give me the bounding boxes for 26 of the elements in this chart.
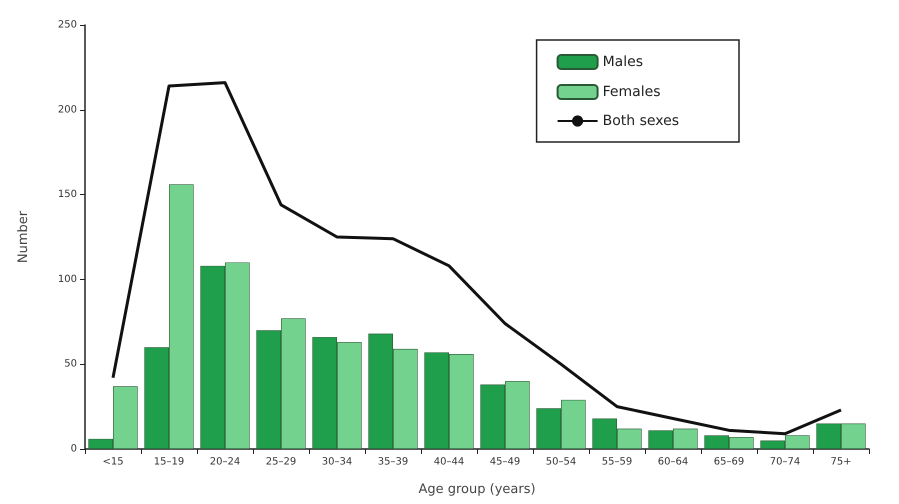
x-tick-label: 55–59 [602, 456, 632, 468]
y-tick-label: 250 [58, 20, 77, 30]
legend-label: Both sexes [602, 113, 679, 129]
x-tick-label: 25–29 [266, 456, 296, 468]
y-axis-title: Number [16, 210, 31, 264]
x-tick-label: 20–24 [210, 456, 240, 468]
y-tick-label: 0 [70, 444, 77, 454]
y-tick-label: 200 [58, 104, 77, 116]
y-tick-label: 100 [58, 274, 77, 285]
legend-label: Females [602, 84, 661, 100]
x-tick-label: 50–54 [546, 456, 576, 468]
x-axis-title: Age group (years) [418, 482, 536, 497]
x-tick-label: 15–19 [154, 456, 184, 468]
x-tick-label: 65–69 [714, 456, 744, 468]
x-tick-label: 70–74 [770, 456, 800, 468]
x-tick-label: 45–49 [490, 456, 520, 468]
x-tick-label: <15 [102, 456, 124, 468]
legend-label: Males [602, 54, 644, 70]
y-tick-label: 50 [64, 358, 77, 370]
x-tick-label: 30–34 [322, 456, 352, 468]
x-tick-label: 40–44 [434, 456, 464, 468]
x-tick-label: 75+ [830, 456, 852, 468]
y-tick-label: 150 [58, 189, 77, 200]
line-series [112, 81, 842, 436]
x-tick-label: 60–64 [658, 456, 688, 468]
x-tick-label: 35–39 [378, 456, 408, 468]
